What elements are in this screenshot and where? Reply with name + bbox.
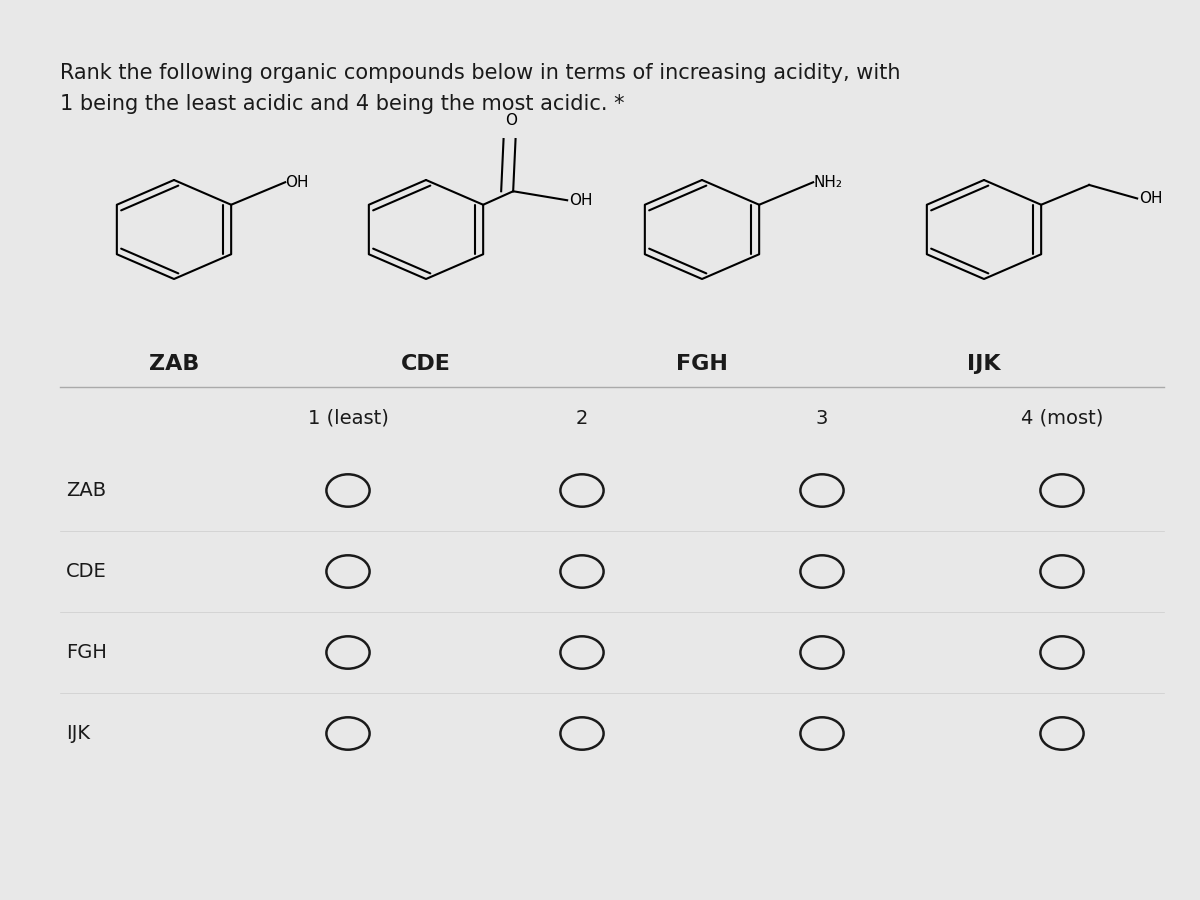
Text: 1 being the least acidic and 4 being the most acidic. *: 1 being the least acidic and 4 being the… [60, 94, 624, 114]
Text: OH: OH [286, 175, 308, 190]
Text: 3: 3 [816, 409, 828, 428]
Text: FGH: FGH [66, 643, 107, 662]
Text: O: O [505, 113, 517, 128]
Text: 2: 2 [576, 409, 588, 428]
Text: CDE: CDE [66, 562, 107, 581]
Text: IJK: IJK [66, 724, 90, 743]
Text: FGH: FGH [676, 355, 728, 374]
Text: OH: OH [570, 193, 593, 208]
Text: Rank the following organic compounds below in terms of increasing acidity, with: Rank the following organic compounds bel… [60, 63, 900, 83]
Text: ZAB: ZAB [149, 355, 199, 374]
Text: NH₂: NH₂ [814, 175, 842, 190]
Text: 1 (least): 1 (least) [307, 409, 389, 428]
Text: OH: OH [1140, 191, 1163, 206]
Text: CDE: CDE [401, 355, 451, 374]
Text: ZAB: ZAB [66, 481, 106, 500]
Text: IJK: IJK [967, 355, 1001, 374]
Text: 4 (most): 4 (most) [1021, 409, 1103, 428]
